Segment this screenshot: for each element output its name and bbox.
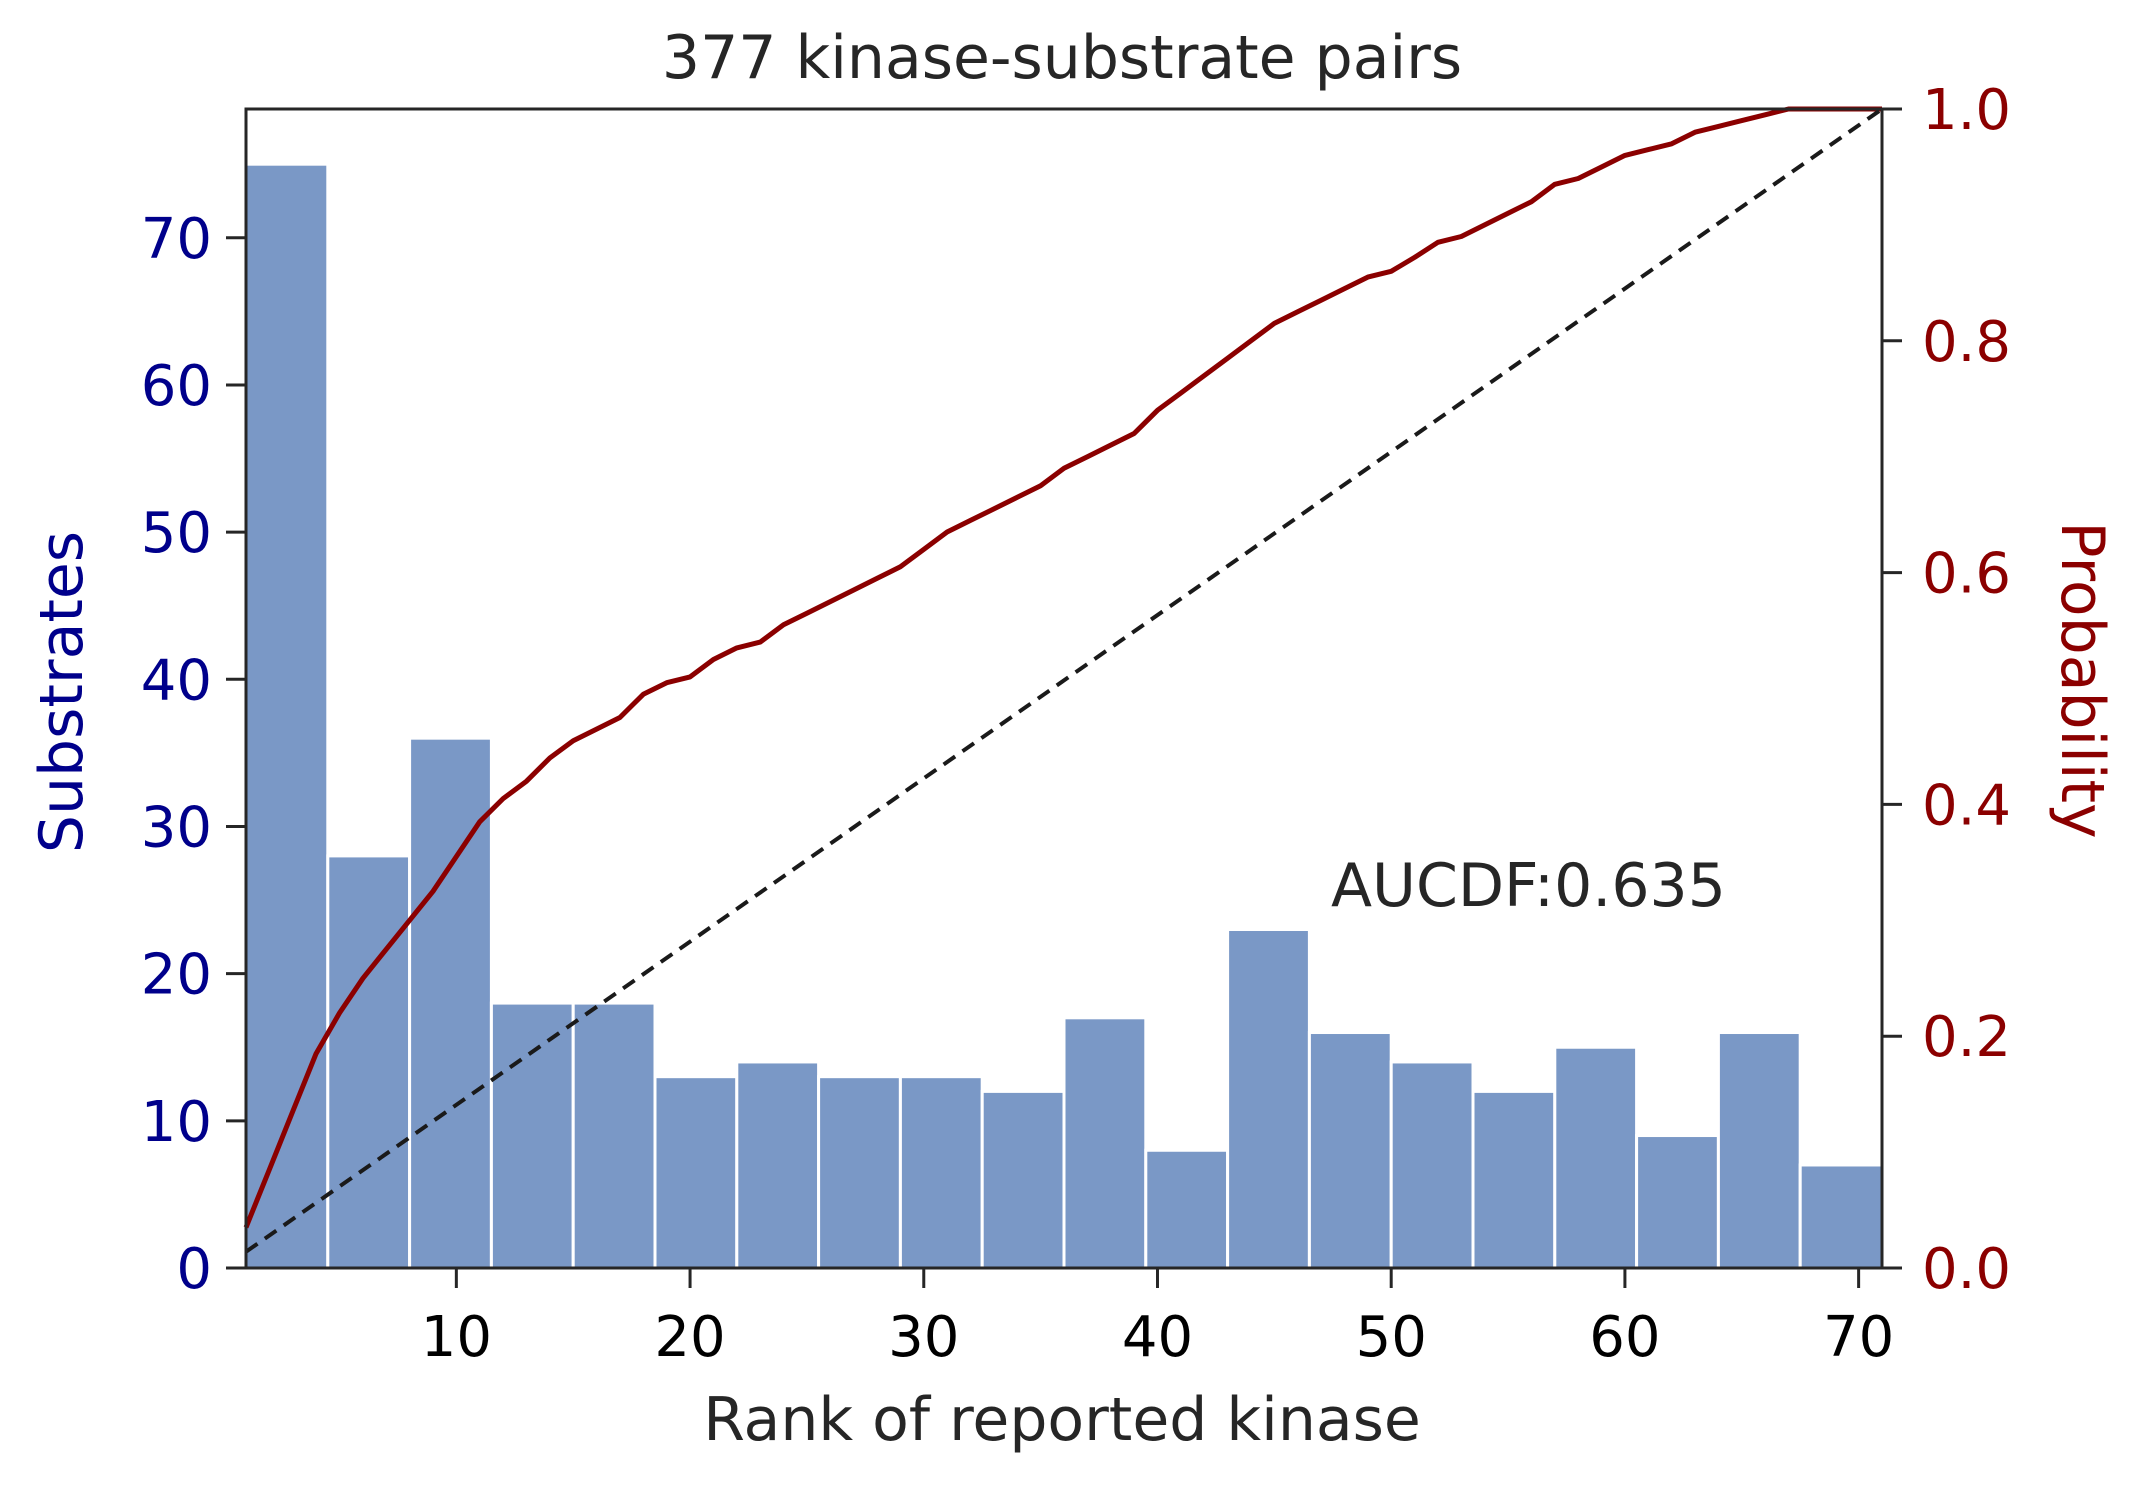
histogram-bar [1553, 1045, 1639, 1270]
y-right-tick-label: 0.2 [1922, 1005, 2011, 1070]
x-axis-ticks: 10 20 30 40 50 60 70 [421, 1268, 1894, 1370]
histogram-bar [653, 1075, 739, 1270]
x-tick-label: 50 [1356, 1305, 1427, 1370]
plot-border [244, 107, 1884, 1270]
y-right-tick-label: 0.8 [1922, 310, 2011, 375]
histogram-bar [326, 854, 412, 1270]
x-tick-label: 60 [1589, 1305, 1660, 1370]
chart-title: 377 kinase-substrate pairs [662, 23, 1462, 93]
x-tick-label: 10 [421, 1305, 492, 1370]
histogram-bar [1635, 1134, 1720, 1270]
histogram-bar [1389, 1060, 1475, 1270]
histogram-bar [1798, 1163, 1884, 1270]
x-tick-label: 30 [888, 1305, 959, 1370]
histogram-bar [489, 1001, 575, 1270]
histogram-bar [898, 1075, 984, 1270]
histogram-bar [1307, 1031, 1393, 1270]
line-series [243, 106, 1884, 1254]
y-left-tick-label: 70 [141, 207, 212, 272]
y-axis-left-ticks: 0 10 20 30 40 50 60 70 [141, 207, 246, 1302]
x-axis-title: Rank of reported kinase [703, 1385, 1421, 1455]
aucdf-annotation: AUCDF:0.635 [1331, 851, 1726, 921]
histogram-bar [735, 1060, 821, 1270]
histogram-bars [244, 162, 1884, 1270]
y-left-tick-label: 0 [176, 1237, 212, 1302]
histogram-bar [1226, 927, 1311, 1270]
y-axis-left-title: Substrates [27, 531, 97, 853]
y-left-tick-label: 60 [141, 354, 212, 419]
y-axis-right-title: Probability [2047, 521, 2117, 838]
y-right-tick-label: 0.4 [1922, 773, 2011, 838]
y-left-tick-label: 20 [141, 943, 212, 1008]
y-right-tick-label: 1.0 [1922, 78, 2011, 143]
histogram-bar [980, 1089, 1066, 1270]
histogram-bar [1471, 1089, 1557, 1270]
y-left-tick-label: 10 [141, 1090, 212, 1155]
cdf-line [243, 106, 1882, 1229]
histogram-bar [244, 162, 330, 1270]
histogram-bar [408, 736, 493, 1270]
y-right-tick-label: 0.0 [1922, 1237, 2011, 1302]
y-right-tick-label: 0.6 [1922, 542, 2011, 607]
histogram-bar [817, 1075, 902, 1270]
x-tick-label: 40 [1122, 1305, 1193, 1370]
y-axis-right-ticks: 0.0 0.2 0.4 0.6 0.8 1.0 [1882, 78, 2011, 1302]
histogram-bar [1716, 1031, 1802, 1270]
y-left-tick-label: 30 [141, 795, 212, 860]
y-left-tick-label: 40 [141, 648, 212, 713]
histogram-bar [1144, 1148, 1230, 1270]
plot-frame [244, 107, 1884, 1270]
diagonal-reference-line [244, 107, 1884, 1254]
histogram-bar [1062, 1016, 1148, 1270]
x-tick-label: 70 [1823, 1305, 1894, 1370]
y-left-tick-label: 50 [141, 501, 212, 566]
histogram-bar [571, 1001, 657, 1270]
x-tick-label: 20 [654, 1305, 725, 1370]
